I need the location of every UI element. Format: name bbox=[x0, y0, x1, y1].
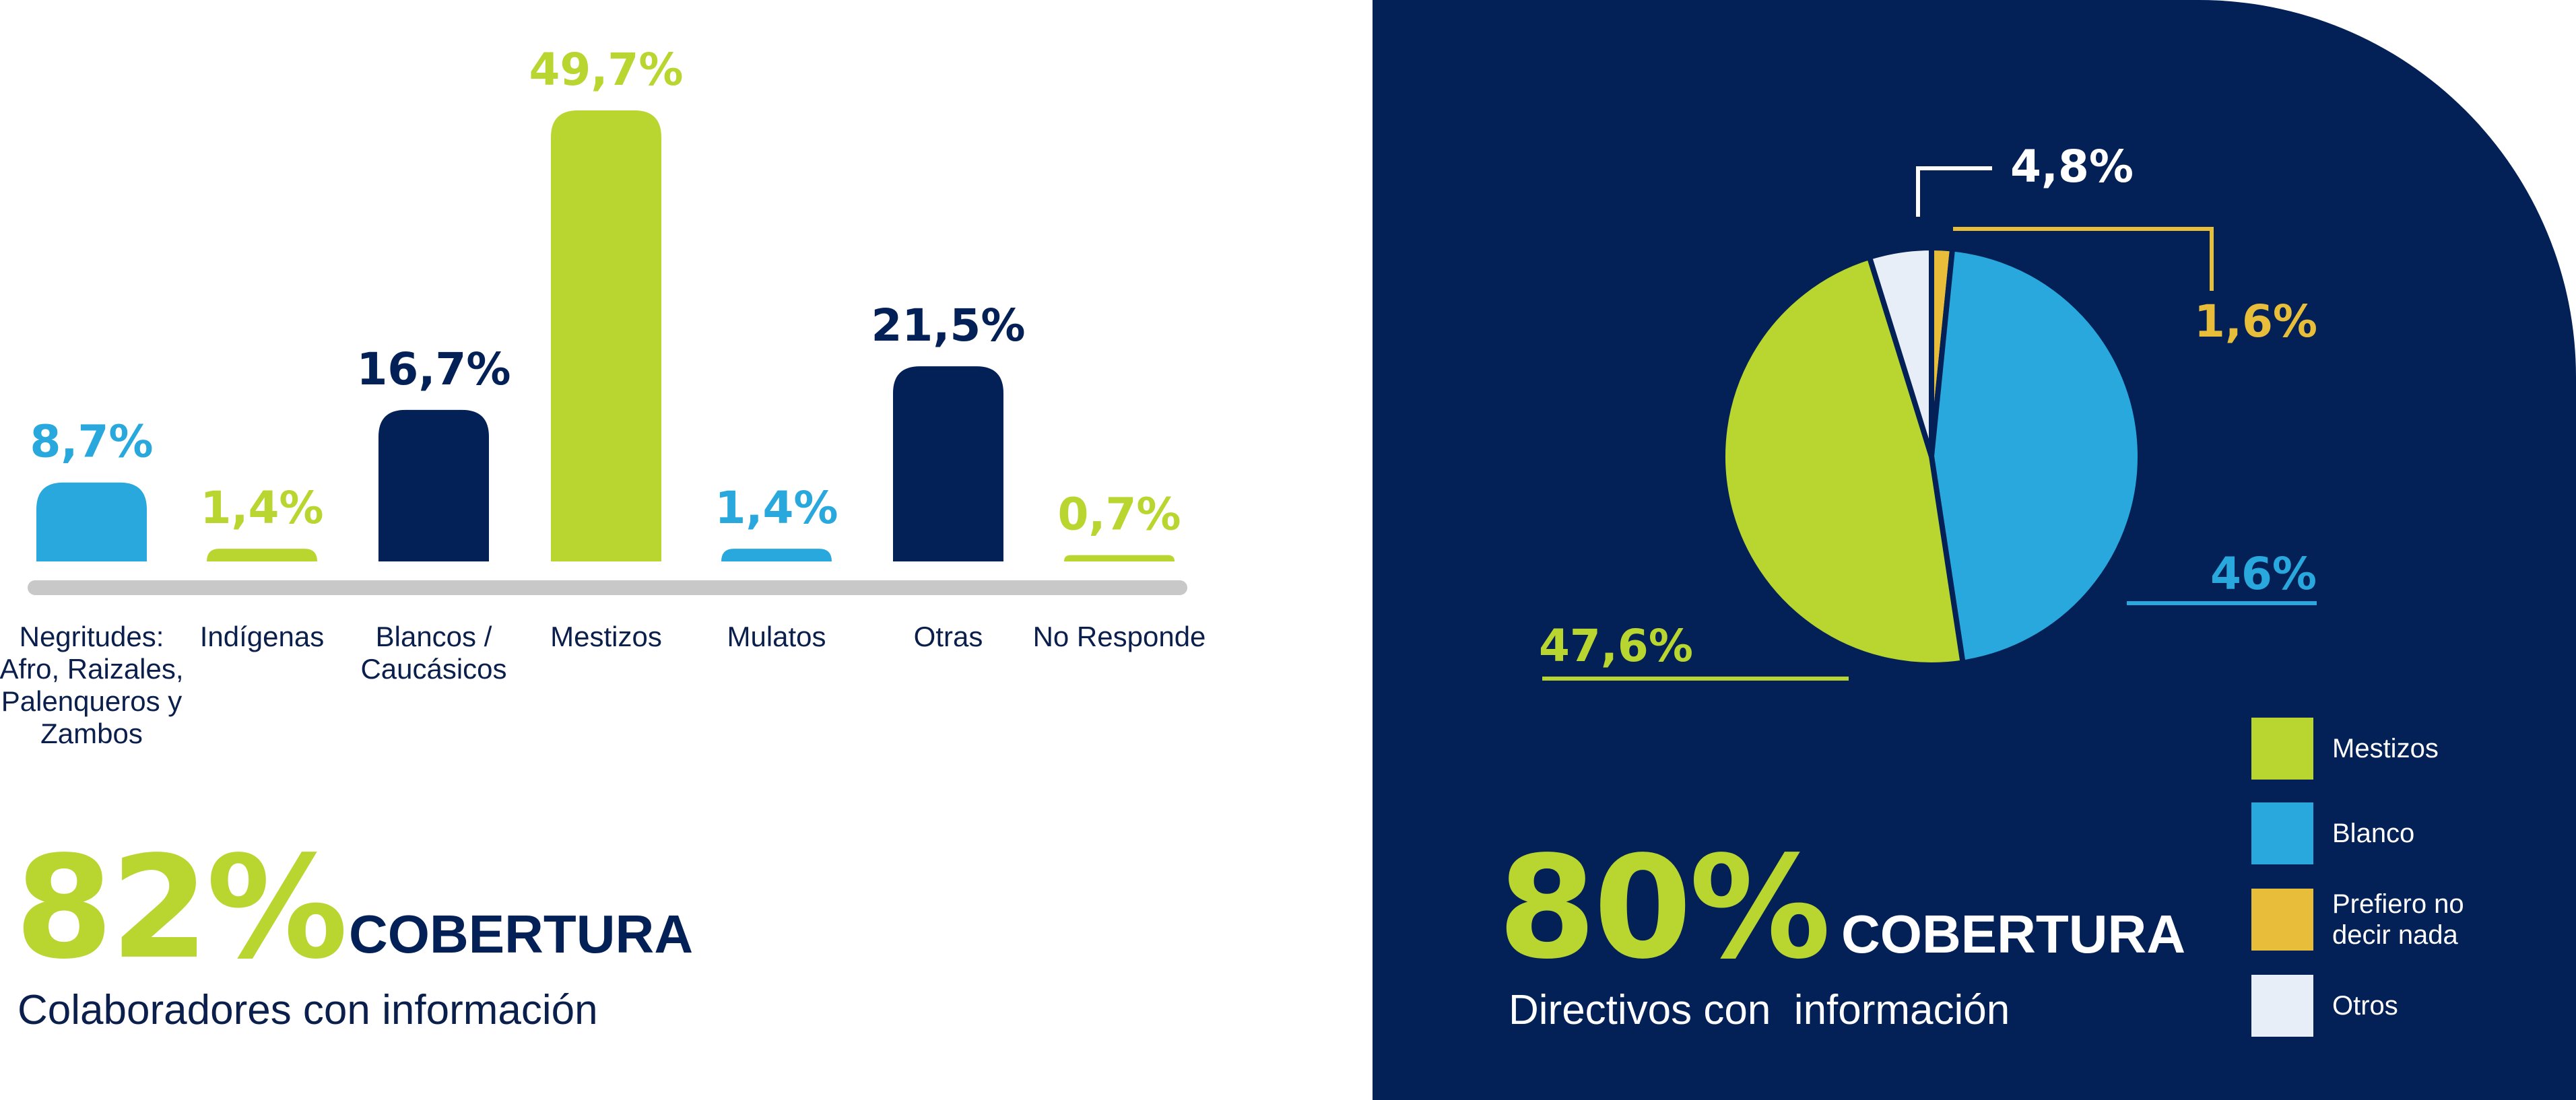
bar-category-label-1: Indígenas bbox=[199, 621, 325, 652]
legend-swatch-3 bbox=[2251, 975, 2313, 1037]
legend-label-3: Otros bbox=[2332, 991, 2398, 1021]
bar-2 bbox=[378, 409, 489, 561]
bar-value-label-4: 1,4% bbox=[715, 482, 838, 534]
bar-5 bbox=[893, 366, 1003, 561]
legend-swatch-0 bbox=[2251, 718, 2313, 780]
leader-prefiero bbox=[1953, 227, 2214, 291]
left-coverage-word: COBERTURA bbox=[349, 904, 694, 964]
bar-category-label-0: Negritudes: Afro, Raizales, Palenqueros … bbox=[0, 621, 184, 749]
right-coverage-percent: 80% bbox=[1498, 825, 1831, 990]
bar-value-label-5: 21,5% bbox=[871, 300, 1026, 351]
right-coverage-caption: Directivos con información bbox=[1509, 987, 2010, 1033]
left-coverage-caption: Colaboradores con información bbox=[18, 987, 598, 1033]
left-coverage-percent: 82% bbox=[15, 825, 348, 990]
pie-value-label-0: 47,6% bbox=[1539, 620, 1693, 672]
bar-4 bbox=[721, 549, 832, 561]
bar-category-label-2: Blancos / Caucásicos bbox=[360, 621, 507, 685]
legend-label-0: Mestizos bbox=[2332, 734, 2439, 763]
pie-slice-3 bbox=[1866, 245, 1934, 459]
ethnicity-bar-chart: 8,7% 1,4% 16,7% 49,7% 1,4% 21,5% 0,7% bbox=[28, 44, 1187, 595]
pie-value-label-2: 1,6% bbox=[2194, 296, 2317, 347]
pie-value-label-1: 46% bbox=[2210, 548, 2317, 600]
bar-value-label-6: 0,7% bbox=[1057, 489, 1181, 541]
bar-value-label-0: 8,7% bbox=[30, 416, 153, 468]
legend-label-1: Blanco bbox=[2332, 819, 2415, 848]
legend-swatch-1 bbox=[2251, 802, 2313, 864]
leader-otros bbox=[1916, 166, 1992, 217]
bar-6 bbox=[1064, 555, 1175, 561]
bar-value-label-1: 1,4% bbox=[200, 482, 323, 534]
left-panel: 8,7% 1,4% 16,7% 49,7% 1,4% 21,5% 0,7% Negritud… bbox=[0, 44, 1206, 1033]
bar-category-label-3: Mestizos bbox=[550, 621, 662, 652]
bar-value-label-2: 16,7% bbox=[357, 343, 511, 395]
pie-value-label-3: 4,8% bbox=[2010, 141, 2134, 193]
bar-1 bbox=[207, 549, 317, 561]
bar-category-label-6: No Responde bbox=[1032, 621, 1206, 652]
legend-swatch-2 bbox=[2251, 889, 2313, 951]
pie-slice-0 bbox=[1720, 254, 1966, 668]
bar-0 bbox=[36, 482, 147, 561]
bar-category-label-5: Otras bbox=[913, 621, 983, 652]
legend-label-2: Prefiero no decir nada bbox=[2332, 889, 2464, 950]
bar-category-label-4: Mulatos bbox=[727, 621, 826, 652]
bar-3 bbox=[551, 110, 661, 561]
pie-slice-1 bbox=[1929, 246, 2143, 666]
bar-value-label-3: 49,7% bbox=[529, 44, 684, 96]
right-coverage-word: COBERTURA bbox=[1841, 904, 2186, 964]
